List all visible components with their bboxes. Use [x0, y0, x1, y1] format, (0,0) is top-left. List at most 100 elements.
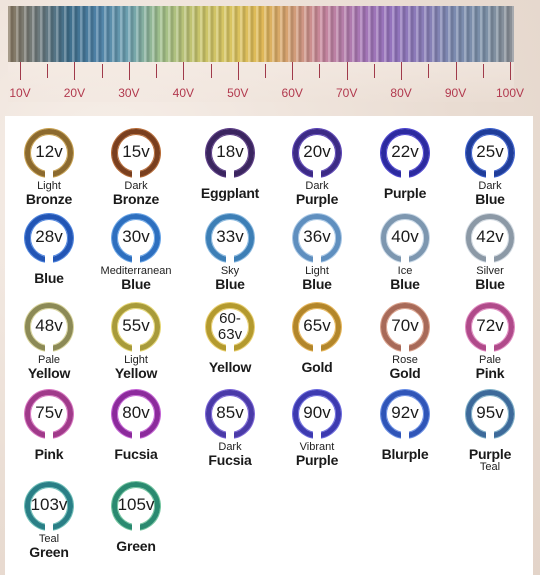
- voltage-label: 72v: [476, 316, 504, 335]
- major-tick: [510, 62, 511, 80]
- color-name: Gold: [301, 359, 333, 375]
- ring-opening: [132, 431, 140, 441]
- major-tick: [74, 62, 76, 80]
- color-qualifier-secondary: Teal: [479, 461, 501, 473]
- ring-opening: [45, 431, 53, 441]
- voltage-label: 18v: [216, 142, 244, 161]
- ring-opening: [313, 170, 321, 180]
- voltage-label: 12v: [35, 142, 63, 161]
- color-qualifier: Vibrant: [299, 441, 335, 453]
- minor-tick: [156, 64, 158, 78]
- voltage-label: 80v: [122, 403, 150, 422]
- major-tick: [455, 62, 457, 80]
- voltage-label: 70v: [391, 316, 419, 335]
- color-qualifier: Sky: [220, 265, 240, 277]
- voltage-label: 90v: [303, 403, 331, 422]
- voltage-label: 95v: [476, 403, 504, 422]
- color-qualifier: Light: [37, 180, 61, 192]
- anodizing-color-chart: 12v Light Bronze 15v Dark Bronze 18v Eggplant 20…: [5, 116, 533, 575]
- voltage-label: 20v: [303, 142, 331, 161]
- color-qualifier: Mediterranean: [100, 265, 172, 277]
- color-name: Yellow: [208, 359, 252, 375]
- ring-opening: [401, 344, 409, 354]
- color-name: Purple: [468, 446, 512, 462]
- color-name: Yellow: [27, 365, 71, 381]
- tick-label: 90V: [444, 86, 467, 100]
- color-name: Blue: [121, 276, 151, 292]
- minor-tick: [319, 64, 321, 78]
- color-name: Purple: [295, 452, 339, 468]
- voltage-label: 22v: [391, 142, 419, 161]
- color-qualifier: Dark: [478, 180, 502, 192]
- ring-opening: [226, 255, 234, 265]
- voltage-label: 60- 63v: [217, 310, 243, 343]
- color-qualifier: Light: [124, 354, 148, 366]
- ring-opening: [132, 170, 140, 180]
- major-tick: [20, 62, 21, 80]
- tick-label: 50V: [227, 86, 249, 100]
- color-name: Blue: [34, 270, 64, 286]
- color-name: Fucsia: [208, 452, 252, 468]
- ring-opening: [486, 344, 494, 354]
- color-name: Fucsia: [114, 446, 158, 462]
- ring-opening: [486, 170, 494, 180]
- color-qualifier: Dark: [305, 180, 329, 192]
- ring-opening: [45, 255, 53, 265]
- tick-label: 60V: [281, 86, 303, 100]
- ring-opening: [313, 431, 321, 441]
- ring-opening: [45, 523, 53, 533]
- color-name: Blue: [215, 276, 245, 292]
- spectrum-stripes: [8, 6, 514, 62]
- color-name: Blurple: [381, 446, 429, 462]
- color-name: Bronze: [112, 191, 160, 207]
- ring-opening: [132, 255, 140, 265]
- ring-opening: [401, 255, 409, 265]
- voltage-color-spectrum: [8, 6, 514, 62]
- voltage-label: 92v: [391, 403, 419, 422]
- voltage-label: 40v: [391, 227, 419, 246]
- minor-tick: [373, 64, 375, 78]
- tick-label: 80V: [390, 86, 412, 100]
- tick-label: 20V: [63, 86, 86, 100]
- voltage-label: 65v: [303, 316, 331, 335]
- ring-opening: [226, 431, 234, 441]
- minor-tick: [101, 64, 103, 78]
- voltage-label: 15v: [122, 142, 150, 161]
- color-qualifier: Pale: [37, 354, 61, 366]
- color-name: Blue: [475, 191, 505, 207]
- minor-tick: [428, 64, 430, 78]
- ring-opening: [313, 255, 321, 265]
- voltage-label: 103v: [30, 495, 68, 514]
- voltage-label: 28v: [35, 227, 63, 246]
- voltage-label: 75v: [35, 403, 63, 422]
- major-tick: [128, 62, 130, 80]
- color-name: Bronze: [25, 191, 73, 207]
- color-qualifier: Teal: [38, 533, 60, 545]
- color-name: Yellow: [114, 365, 158, 381]
- color-name: Gold: [389, 365, 421, 381]
- color-name: Blue: [302, 276, 332, 292]
- ring-opening: [486, 431, 494, 441]
- ring-opening: [226, 344, 234, 354]
- voltage-label: 85v: [216, 403, 244, 422]
- major-tick: [237, 62, 239, 80]
- color-qualifier: Rose: [392, 354, 418, 366]
- major-tick: [292, 62, 294, 80]
- voltage-label: 48v: [35, 316, 63, 335]
- color-qualifier: Silver: [476, 265, 504, 277]
- color-name: Pink: [475, 365, 505, 381]
- ring-opening: [132, 344, 140, 354]
- ring-opening: [226, 170, 234, 180]
- color-name: Pink: [34, 446, 64, 462]
- ring-opening: [45, 344, 53, 354]
- major-tick: [183, 62, 185, 80]
- color-name: Purple: [383, 185, 427, 201]
- major-tick: [346, 62, 348, 80]
- ring-opening: [45, 170, 53, 180]
- color-name: Blue: [475, 276, 505, 292]
- minor-tick: [210, 64, 212, 78]
- voltage-scale: 10V 20V 30V 40V 50V 60V 70V 80V 90V 100V: [8, 62, 524, 102]
- ring-opening: [313, 344, 321, 354]
- color-name: Green: [29, 544, 69, 560]
- major-tick: [401, 62, 403, 80]
